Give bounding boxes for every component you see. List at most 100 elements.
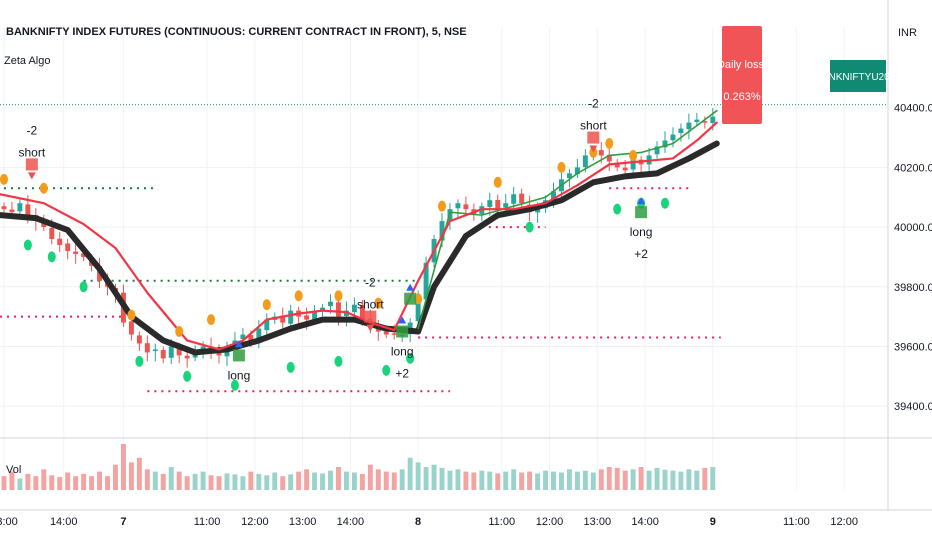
candle-body: [415, 298, 421, 322]
volume-bar: [543, 470, 549, 490]
candle-body: [391, 333, 397, 335]
candle-body: [455, 203, 461, 209]
candle-body: [57, 238, 63, 245]
candle-body: [176, 347, 182, 356]
candle-body: [304, 315, 310, 320]
chart-axes: 40400.00 40200.00 40000.00 39800.00 39600.00…: [0, 103, 932, 528]
volume-bar: [423, 467, 429, 490]
candle-body: [17, 203, 23, 212]
candle-body: [65, 243, 71, 251]
green-dot: [135, 355, 144, 367]
volume-bar: [598, 469, 604, 490]
volume-bar: [590, 472, 596, 490]
volume-bar: [57, 477, 63, 490]
candle-body: [670, 134, 676, 141]
green-dot: [406, 352, 415, 364]
volume-bar: [463, 471, 469, 490]
orange-dot: [374, 297, 383, 309]
candle-body: [678, 128, 684, 134]
volume-bar: [622, 470, 628, 490]
volume-bar: [566, 469, 572, 490]
volume-bar: [9, 471, 15, 490]
candle-body: [81, 253, 87, 257]
candle-body: [328, 301, 333, 307]
signal-text: -2: [27, 123, 38, 137]
volume-label[interactable]: Vol: [6, 464, 21, 476]
volume-bar: [343, 471, 349, 490]
green-dot: [525, 221, 534, 233]
candle-body: [383, 331, 389, 335]
volume-bar: [527, 471, 533, 490]
candle-body: [336, 302, 341, 317]
candle-body: [487, 200, 493, 208]
x-tick-label: 14:00: [50, 516, 78, 528]
x-tick-label: 9: [710, 516, 716, 528]
volume-bar: [304, 469, 310, 490]
volume-bar: [670, 470, 676, 490]
candle-body: [160, 350, 166, 359]
black-ma-line: [0, 140, 720, 356]
candle-body: [240, 334, 246, 339]
short-arrow-icon: [366, 324, 375, 332]
green-dot: [334, 355, 343, 367]
candle-body: [320, 307, 326, 311]
volume-bar: [351, 472, 357, 490]
green-dot: [382, 364, 391, 376]
volume-bar: [375, 469, 381, 490]
x-tick-label: 7: [120, 516, 126, 528]
long-marker: [232, 349, 245, 362]
candle-body: [423, 262, 429, 300]
short-marker: [364, 310, 377, 323]
volume-bar: [208, 475, 214, 490]
long-arrow-icon: [637, 197, 646, 205]
volume-bar: [136, 457, 142, 490]
signal-text: long: [228, 368, 251, 382]
candle-body: [216, 351, 222, 356]
candle-body: [256, 328, 262, 340]
volume-bar: [264, 475, 270, 490]
candle-body: [519, 193, 525, 204]
candle-body: [49, 227, 55, 240]
x-tick-label: 11:00: [194, 516, 221, 528]
signal-text: long: [391, 345, 414, 359]
x-tick-label: 11:00: [488, 516, 515, 528]
indicator-name[interactable]: Zeta Algo: [4, 55, 50, 67]
x-tick-label: 12:00: [536, 516, 564, 528]
volume-bar: [455, 469, 461, 490]
signal-text: +2: [395, 367, 409, 381]
signal-text: -2: [588, 97, 599, 111]
volume-bar: [391, 472, 397, 490]
volume-bar: [646, 470, 652, 490]
candle-body: [694, 119, 700, 123]
orange-dot: [438, 200, 447, 212]
candle-body: [630, 158, 636, 170]
orange-dot: [334, 290, 343, 302]
volume-bar: [192, 473, 198, 490]
trade-signals: -2 short long -2 short long +2 -2 short long +2: [19, 97, 653, 383]
volume-bar: [296, 471, 302, 490]
volume-bar: [81, 473, 87, 490]
candle-body: [447, 209, 453, 222]
y-tick-label: 39800.00: [894, 282, 932, 294]
green-dot: [230, 379, 239, 391]
long-arrow-icon: [406, 283, 415, 291]
long-marker: [635, 206, 648, 219]
daily-loss-label: Daily loss:: [717, 59, 767, 71]
volume-bar: [662, 469, 668, 490]
candle-body: [582, 155, 588, 168]
orange-dot: [605, 138, 614, 150]
volume-bar: [33, 476, 39, 490]
candle-body: [152, 349, 158, 351]
candle-body: [280, 315, 286, 323]
green-trend-line: [417, 109, 718, 330]
volume-bar: [224, 473, 230, 490]
candle-body: [503, 203, 509, 208]
x-tick-label: 13:00: [0, 516, 18, 528]
volume-bar: [471, 472, 477, 490]
orange-dot: [262, 299, 271, 311]
orange-dot: [294, 290, 303, 302]
x-tick-label: 14:00: [631, 516, 659, 528]
volume-bar: [328, 470, 333, 490]
volume-bar: [113, 464, 118, 490]
